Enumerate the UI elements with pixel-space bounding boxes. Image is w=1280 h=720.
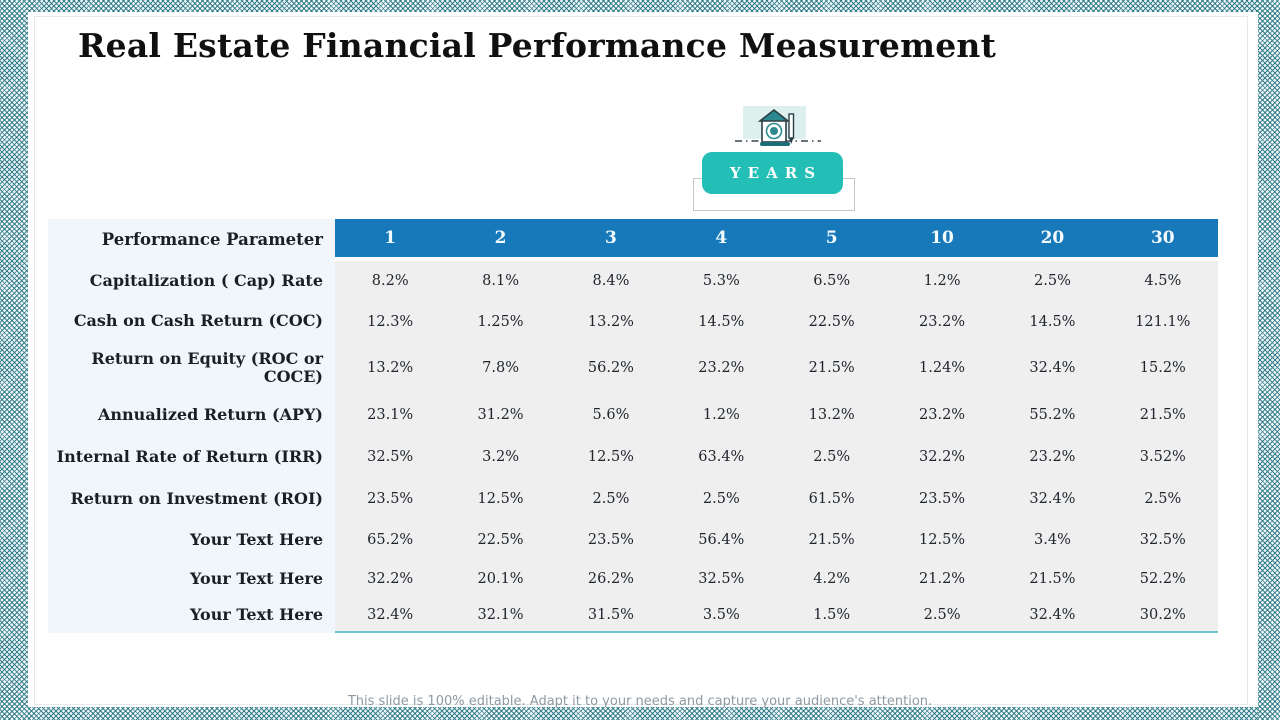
table-cell: 5.3% — [666, 261, 777, 301]
table-cell: 12.5% — [555, 436, 667, 478]
row-label: Capitalization ( Cap) Rate — [48, 261, 335, 301]
table-cell: 55.2% — [997, 394, 1108, 436]
table-cell: 63.4% — [666, 436, 777, 478]
table-cell: 2.5% — [776, 436, 887, 478]
row-label: Return on Investment (ROI) — [48, 478, 335, 520]
table-cell: 3.52% — [1107, 436, 1218, 478]
table-cell: 12.3% — [335, 301, 446, 342]
table-cell: 14.5% — [666, 301, 777, 342]
row-label: Return on Equity (ROC or COCE) — [48, 342, 335, 394]
table-cell: 3.4% — [997, 520, 1108, 560]
table-cell: 23.2% — [886, 301, 998, 342]
table-cell: 32.5% — [666, 560, 777, 598]
year-header-cell: 4 — [666, 219, 777, 261]
table-cell: 23.5% — [886, 478, 998, 520]
table-cell: 23.2% — [997, 436, 1108, 478]
years-badge: YEARS — [702, 152, 843, 194]
table-cell: 5.6% — [555, 394, 667, 436]
table-cell: 23.5% — [555, 520, 667, 560]
table-cell: 65.2% — [335, 520, 446, 560]
table-cell: 32.2% — [886, 436, 998, 478]
table-cell: 31.2% — [445, 394, 556, 436]
table-cell: 13.2% — [335, 342, 446, 394]
table-cell: 2.5% — [555, 478, 667, 520]
year-header-cell: 20 — [997, 219, 1108, 261]
table-cell: 1.2% — [666, 394, 777, 436]
table-cell: 8.1% — [445, 261, 556, 301]
year-header-cell: 10 — [886, 219, 998, 261]
year-header-cell: 5 — [776, 219, 887, 261]
table-cell: 23.5% — [335, 478, 446, 520]
table-cell: 22.5% — [445, 520, 556, 560]
table-cell: 7.8% — [445, 342, 556, 394]
table-cell: 3.5% — [666, 598, 777, 633]
year-header-cell: 30 — [1107, 219, 1218, 261]
table-cell: 56.2% — [555, 342, 667, 394]
table-cell: 21.5% — [997, 560, 1108, 598]
table-cell: 4.5% — [1107, 261, 1218, 301]
table-cell: 12.5% — [886, 520, 998, 560]
table-cell: 32.1% — [445, 598, 556, 633]
table-cell: 1.5% — [776, 598, 887, 633]
page-border-bottom — [0, 707, 1280, 720]
footer-note: This slide is 100% editable. Adapt it to… — [347, 694, 933, 709]
row-label: Your Text Here — [48, 520, 335, 560]
year-header-cell: 3 — [555, 219, 667, 261]
year-header-cell: 1 — [335, 219, 446, 261]
table-header-parameter: Performance Parameter — [48, 219, 335, 261]
page-border-right — [1258, 0, 1280, 720]
table-cell: 4.2% — [776, 560, 887, 598]
table-cell: 1.2% — [886, 261, 998, 301]
table-cell: 52.2% — [1107, 560, 1218, 598]
table-cell: 12.5% — [445, 478, 556, 520]
table-cell: 15.2% — [1107, 342, 1218, 394]
table-cell: 21.5% — [776, 342, 887, 394]
slide-title: Real Estate Financial Performance Measur… — [78, 26, 997, 65]
table-cell: 32.4% — [997, 342, 1108, 394]
table-cell: 26.2% — [555, 560, 667, 598]
table-cell: 30.2% — [1107, 598, 1218, 633]
table-cell: 32.5% — [335, 436, 446, 478]
table-cell: 22.5% — [776, 301, 887, 342]
table-cell: 23.2% — [886, 394, 998, 436]
table-cell: 8.2% — [335, 261, 446, 301]
table-cell: 21.2% — [886, 560, 998, 598]
performance-table: Performance Parameter 1 2 3 4 5 10 20 30 Capitali… — [48, 219, 1218, 633]
table-cell: 21.5% — [776, 520, 887, 560]
table-cell: 2.5% — [666, 478, 777, 520]
page-border-top — [0, 0, 1280, 12]
table-cell: 61.5% — [776, 478, 887, 520]
table-cell: 1.25% — [445, 301, 556, 342]
table-cell: 1.24% — [886, 342, 998, 394]
house-calculator-pencil-icon — [733, 102, 823, 156]
table-cell: 56.4% — [666, 520, 777, 560]
table-cell: 6.5% — [776, 261, 887, 301]
table-cell: 32.4% — [997, 478, 1108, 520]
table-cell: 23.2% — [666, 342, 777, 394]
table-cell: 121.1% — [1107, 301, 1218, 342]
table-cell: 3.2% — [445, 436, 556, 478]
table-cell: 32.2% — [335, 560, 446, 598]
table-cell: 13.2% — [776, 394, 887, 436]
row-label: Cash on Cash Return (COC) — [48, 301, 335, 342]
table-cell: 21.5% — [1107, 394, 1218, 436]
table-cell: 20.1% — [445, 560, 556, 598]
table-cell: 32.4% — [997, 598, 1108, 633]
table-cell: 32.5% — [1107, 520, 1218, 560]
row-label: Your Text Here — [48, 598, 335, 633]
table-cell: 2.5% — [886, 598, 998, 633]
table-cell: 14.5% — [997, 301, 1108, 342]
table-cell: 23.1% — [335, 394, 446, 436]
table-cell: 13.2% — [555, 301, 667, 342]
table-cell: 2.5% — [997, 261, 1108, 301]
table-cell: 31.5% — [555, 598, 667, 633]
page-border-left — [0, 0, 28, 720]
table-cell: 8.4% — [555, 261, 667, 301]
row-label: Your Text Here — [48, 560, 335, 598]
row-label: Internal Rate of Return (IRR) — [48, 436, 335, 478]
table-cell: 2.5% — [1107, 478, 1218, 520]
year-header-cell: 2 — [445, 219, 556, 261]
table-cell: 32.4% — [335, 598, 446, 633]
row-label: Annualized Return (APY) — [48, 394, 335, 436]
